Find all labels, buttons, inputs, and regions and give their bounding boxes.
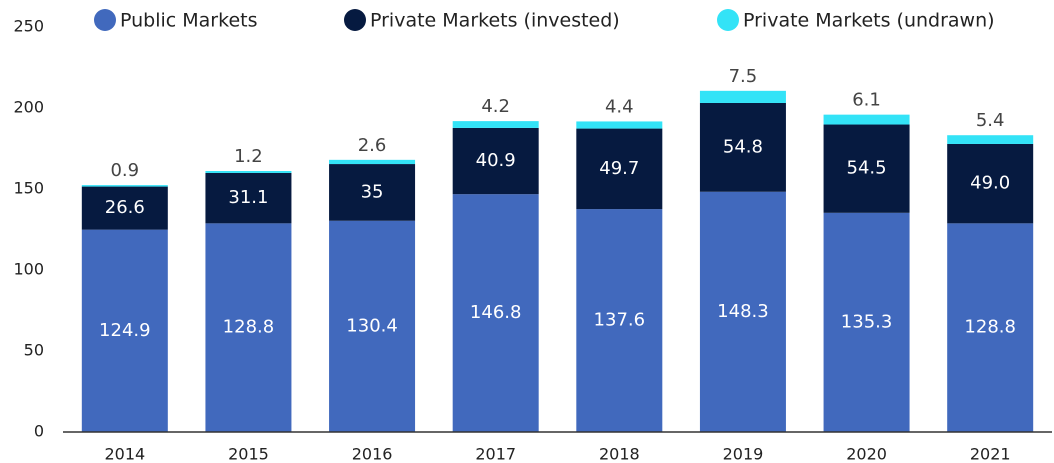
bar-segment — [576, 128, 663, 210]
y-tick-label: 200 — [13, 98, 44, 117]
data-label: 146.8 — [470, 302, 522, 323]
bar-segment — [205, 171, 292, 173]
x-tick-label: 2019 — [723, 445, 764, 463]
data-label: 7.5 — [729, 66, 758, 87]
bar-segment — [81, 229, 168, 432]
data-label: 135.3 — [841, 311, 893, 332]
data-label: 0.9 — [110, 160, 139, 181]
legend-swatch — [94, 9, 116, 31]
legend-label: Public Markets — [120, 10, 257, 32]
bar-segment — [823, 124, 910, 213]
bar-segment — [947, 223, 1034, 432]
x-tick-label: 2020 — [846, 445, 887, 463]
bar-segment — [947, 143, 1034, 224]
data-label: 128.8 — [223, 317, 275, 338]
y-tick-label: 0 — [34, 422, 44, 441]
y-tick-label: 150 — [13, 179, 44, 198]
data-label: 6.1 — [852, 90, 881, 111]
bar-segment — [576, 121, 663, 129]
bar-segment — [81, 186, 168, 230]
data-label: 124.9 — [99, 320, 151, 341]
x-tick-label: 2015 — [228, 445, 269, 463]
x-tick-label: 2021 — [970, 445, 1011, 463]
x-tick-label: 2018 — [599, 445, 640, 463]
legend-label: Private Markets (invested) — [370, 10, 620, 32]
bar-segment — [452, 127, 539, 195]
legend-label: Private Markets (undrawn) — [743, 10, 995, 32]
y-tick-label: 250 — [13, 17, 44, 36]
data-label: 137.6 — [594, 310, 646, 331]
data-label: 54.5 — [847, 158, 887, 179]
bar-segment — [452, 121, 539, 128]
bar-segment — [329, 159, 416, 165]
bar-segment — [576, 209, 663, 432]
y-tick-label: 50 — [24, 341, 44, 360]
data-label: 49.0 — [970, 173, 1010, 194]
bar-segment — [81, 185, 168, 187]
data-label: 35 — [361, 181, 384, 202]
bar-segment — [452, 194, 539, 432]
legend-swatch — [717, 9, 739, 31]
y-tick-label: 100 — [13, 260, 44, 279]
data-label: 1.2 — [234, 146, 263, 167]
data-label: 128.8 — [964, 317, 1016, 338]
data-label: 31.1 — [228, 187, 268, 208]
bar-segment — [205, 172, 292, 224]
bar-segment — [205, 223, 292, 432]
data-label: 130.4 — [346, 315, 398, 336]
bar-segment — [329, 220, 416, 432]
bar-segment — [699, 90, 786, 103]
data-label: 54.8 — [723, 136, 763, 157]
data-label: 2.6 — [358, 135, 387, 156]
bar-segment — [329, 164, 416, 221]
x-tick-label: 2017 — [475, 445, 516, 463]
x-tick-label: 2016 — [352, 445, 393, 463]
bar-segment — [699, 102, 786, 192]
legend-swatch — [344, 9, 366, 31]
bar-segment — [823, 212, 910, 432]
data-label: 26.6 — [105, 197, 145, 218]
data-label: 4.4 — [605, 96, 634, 117]
data-label: 49.7 — [599, 158, 639, 179]
bar-segment — [823, 114, 910, 125]
data-label: 40.9 — [476, 150, 516, 171]
x-tick-label: 2014 — [104, 445, 145, 463]
data-label: 148.3 — [717, 301, 769, 322]
data-label: 4.2 — [481, 96, 510, 117]
bar-segment — [699, 191, 786, 432]
data-label: 5.4 — [976, 110, 1005, 131]
bar-segment — [947, 135, 1034, 144]
